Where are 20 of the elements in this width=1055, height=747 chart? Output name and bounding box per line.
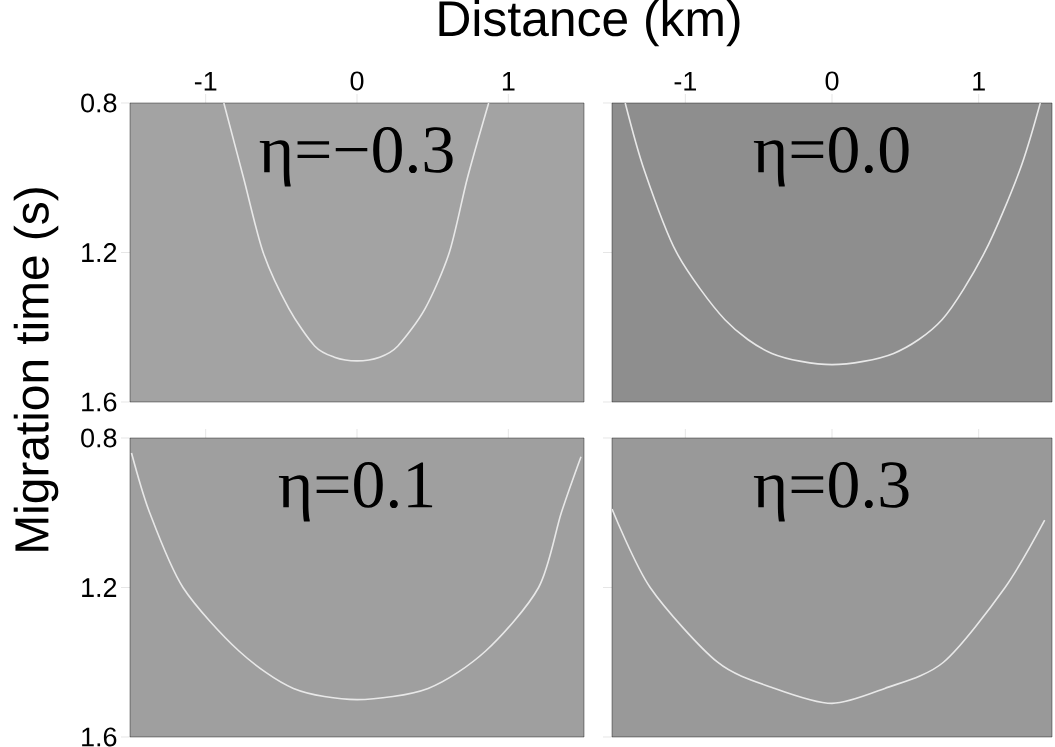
annotation: η=0.1 bbox=[278, 462, 433, 522]
line-series bbox=[223, 103, 490, 362]
x-tick-label: 1 bbox=[502, 71, 515, 91]
y-tick-label: 1.2 bbox=[82, 578, 117, 597]
y-axis-title: Migration time (s) bbox=[13, 188, 59, 551]
y-tick-label: 1.6 bbox=[82, 727, 117, 747]
x-tick-label: 0 bbox=[350, 71, 364, 91]
y-tick-label: 0.8 bbox=[81, 93, 117, 113]
x-tick-label: 0 bbox=[825, 71, 839, 91]
annotation: η=0.0 bbox=[753, 127, 909, 187]
x-tick-label: -1 bbox=[194, 71, 217, 91]
y-tick-label: 0.8 bbox=[81, 428, 117, 448]
annotation: η=0.3 bbox=[753, 462, 909, 522]
x-tick-label: 1 bbox=[973, 71, 985, 91]
y-tick-label: 1.2 bbox=[82, 243, 117, 262]
annotation: η=−0.3 bbox=[259, 127, 453, 187]
x-tick-label: -1 bbox=[674, 71, 696, 91]
line-series bbox=[130, 452, 582, 701]
x-axis-title: Distance (km) bbox=[439, 0, 740, 47]
y-tick-label: 1.6 bbox=[82, 392, 117, 412]
